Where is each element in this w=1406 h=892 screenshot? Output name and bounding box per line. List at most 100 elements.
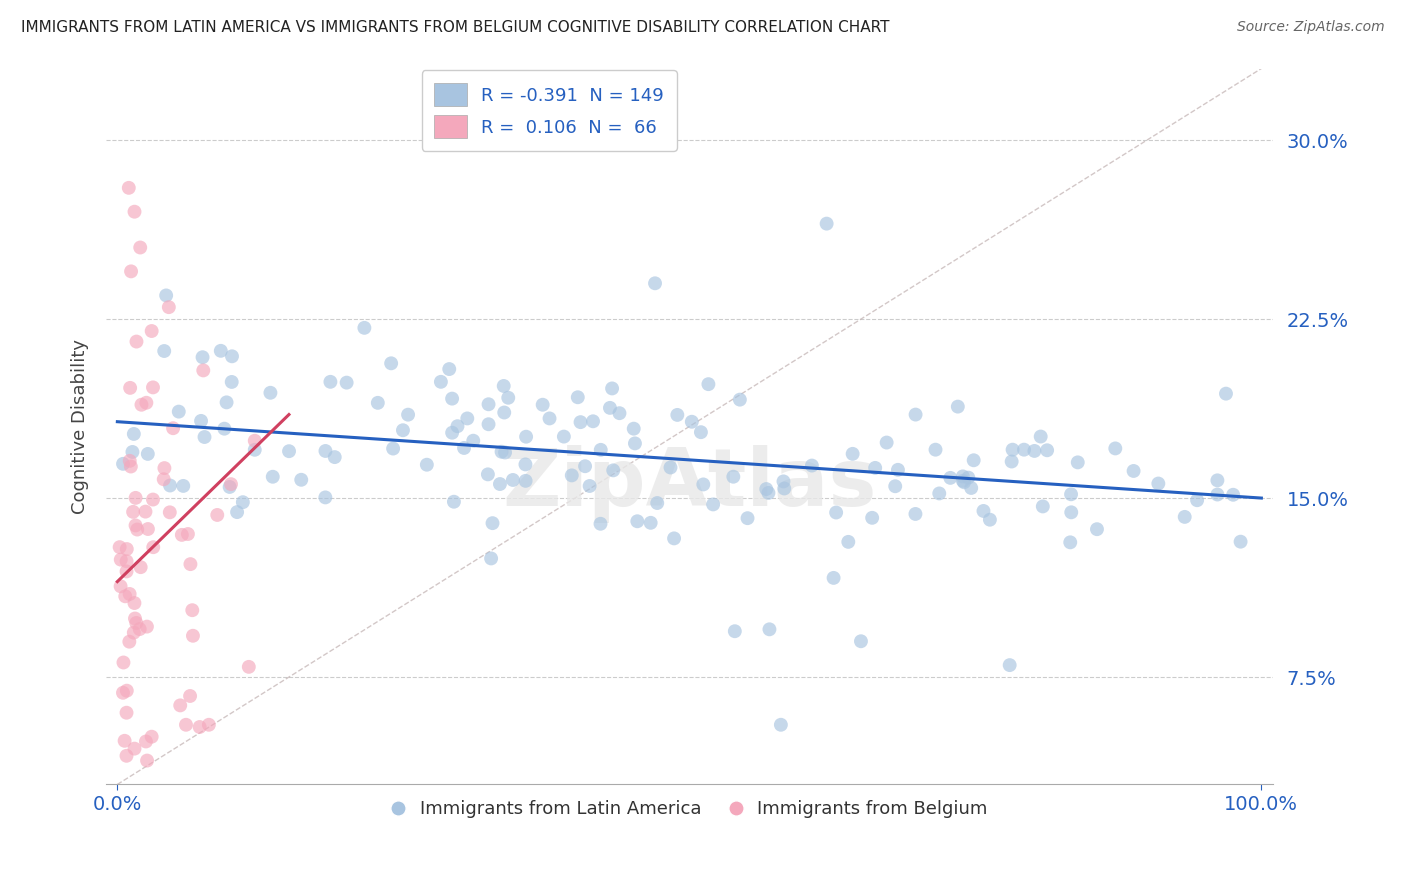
- Point: [125, 334, 148, 349]
- Point: [697, 377, 720, 392]
- Y-axis label: Cognitive Disability: Cognitive Disability: [72, 339, 89, 514]
- Point: [946, 400, 969, 414]
- Point: [815, 217, 838, 231]
- Point: [860, 511, 883, 525]
- Point: [876, 435, 898, 450]
- Point: [136, 754, 159, 768]
- Point: [1174, 509, 1197, 524]
- Point: [849, 634, 872, 648]
- Point: [589, 516, 612, 531]
- Point: [122, 426, 145, 441]
- Point: [1215, 386, 1237, 401]
- Point: [626, 514, 648, 528]
- Point: [884, 479, 907, 493]
- Point: [952, 469, 974, 483]
- Point: [952, 474, 974, 488]
- Point: [207, 508, 229, 522]
- Point: [1222, 488, 1244, 502]
- Point: [1104, 442, 1126, 456]
- Point: [215, 395, 238, 409]
- Point: [115, 542, 138, 557]
- Point: [446, 419, 468, 434]
- Point: [142, 492, 165, 507]
- Point: [141, 730, 163, 744]
- Point: [115, 565, 138, 579]
- Legend: Immigrants from Latin America, Immigrants from Belgium: Immigrants from Latin America, Immigrant…: [384, 793, 995, 825]
- Point: [115, 683, 138, 698]
- Point: [477, 397, 499, 411]
- Point: [135, 619, 157, 633]
- Point: [904, 507, 927, 521]
- Point: [1012, 442, 1035, 457]
- Point: [439, 362, 461, 376]
- Point: [122, 505, 145, 519]
- Point: [453, 441, 475, 455]
- Point: [1206, 474, 1229, 488]
- Point: [972, 504, 994, 518]
- Text: Source: ZipAtlas.com: Source: ZipAtlas.com: [1237, 20, 1385, 34]
- Point: [135, 396, 157, 410]
- Point: [1032, 500, 1054, 514]
- Point: [127, 523, 149, 537]
- Point: [191, 350, 214, 364]
- Point: [800, 458, 823, 473]
- Point: [602, 463, 624, 477]
- Point: [1122, 464, 1144, 478]
- Point: [430, 375, 453, 389]
- Point: [624, 436, 647, 450]
- Point: [928, 486, 950, 500]
- Point: [1060, 487, 1083, 501]
- Point: [238, 660, 260, 674]
- Point: [128, 622, 150, 636]
- Point: [188, 720, 211, 734]
- Point: [737, 511, 759, 525]
- Point: [314, 491, 336, 505]
- Point: [122, 625, 145, 640]
- Point: [118, 454, 141, 468]
- Point: [553, 429, 575, 443]
- Point: [169, 698, 191, 713]
- Point: [728, 392, 751, 407]
- Point: [124, 611, 146, 625]
- Point: [494, 445, 516, 459]
- Point: [515, 474, 537, 488]
- Point: [600, 381, 623, 395]
- Point: [219, 477, 242, 491]
- Point: [179, 557, 201, 571]
- Point: [124, 204, 146, 219]
- Point: [599, 401, 621, 415]
- Point: [769, 718, 792, 732]
- Point: [479, 551, 502, 566]
- Point: [1085, 522, 1108, 536]
- Point: [134, 505, 156, 519]
- Point: [666, 408, 689, 422]
- Point: [112, 457, 135, 471]
- Point: [463, 434, 485, 448]
- Point: [108, 540, 131, 554]
- Point: [114, 733, 136, 747]
- Point: [141, 324, 163, 338]
- Point: [841, 447, 863, 461]
- Point: [904, 408, 927, 422]
- Point: [118, 587, 141, 601]
- Point: [924, 442, 946, 457]
- Point: [939, 471, 962, 485]
- Point: [416, 458, 439, 472]
- Point: [118, 634, 141, 648]
- Point: [1147, 476, 1170, 491]
- Point: [569, 415, 592, 429]
- Point: [609, 406, 631, 420]
- Point: [957, 470, 980, 484]
- Point: [129, 560, 152, 574]
- Point: [162, 421, 184, 435]
- Point: [135, 734, 157, 748]
- Point: [773, 482, 796, 496]
- Point: [998, 658, 1021, 673]
- Point: [1001, 442, 1024, 457]
- Point: [659, 460, 682, 475]
- Point: [589, 442, 612, 457]
- Point: [115, 748, 138, 763]
- Point: [193, 363, 215, 377]
- Point: [1229, 534, 1251, 549]
- Point: [953, 475, 976, 490]
